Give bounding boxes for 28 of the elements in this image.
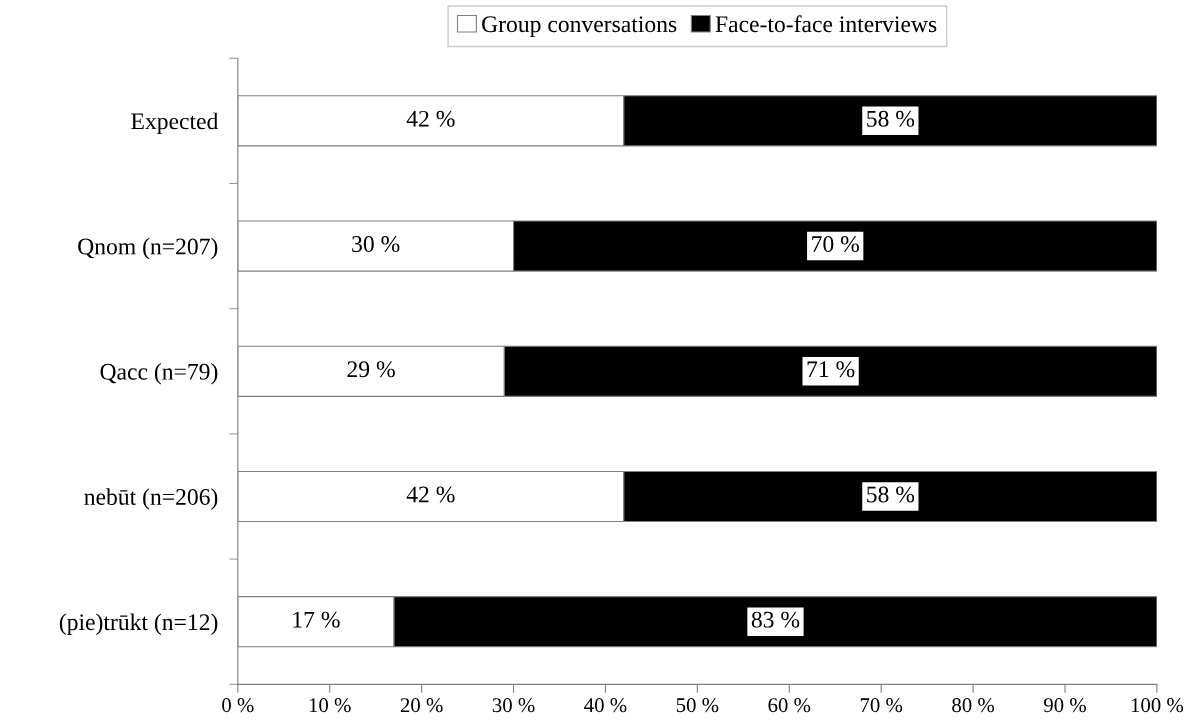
x-tick-label: 80 % xyxy=(952,698,995,713)
x-tick-label: 100 % xyxy=(1131,698,1184,713)
y-tick-label: (pie)trūkt (n=12) xyxy=(59,613,218,635)
data-label: 70 % xyxy=(812,236,859,253)
x-tick-label: 70 % xyxy=(860,698,903,713)
data-label: 71 % xyxy=(807,361,855,378)
x-tick-label: 10 % xyxy=(309,698,351,713)
y-tick-label: nebūt (n=206) xyxy=(84,488,218,510)
x-tick-label: 30 % xyxy=(492,698,535,713)
legend-label: Group conversations xyxy=(482,16,677,37)
y-tick-label: Qnom (n=207) xyxy=(78,237,218,260)
legend-label: Face-to-face interviews xyxy=(715,15,937,33)
y-tick-label: Qacc (n=79) xyxy=(100,363,218,385)
x-tick-label: 0 % xyxy=(222,698,254,713)
data-label: 42 % xyxy=(406,110,455,127)
y-tick-label: Expected xyxy=(131,112,219,135)
data-label: 29 % xyxy=(347,361,395,378)
x-tick-label: 50 % xyxy=(676,698,719,713)
data-label: 58 % xyxy=(867,486,915,503)
x-tick-label: 20 % xyxy=(400,698,443,713)
data-label: 58 % xyxy=(867,110,915,127)
data-label: 83 % xyxy=(751,611,800,628)
data-label: 42 % xyxy=(406,486,455,503)
x-tick-label: 60 % xyxy=(768,698,811,713)
data-label: 30 % xyxy=(352,236,400,253)
x-tick-label: 40 % xyxy=(584,698,627,713)
data-label: 17 % xyxy=(293,611,340,628)
x-tick-label: 90 % xyxy=(1043,698,1086,713)
